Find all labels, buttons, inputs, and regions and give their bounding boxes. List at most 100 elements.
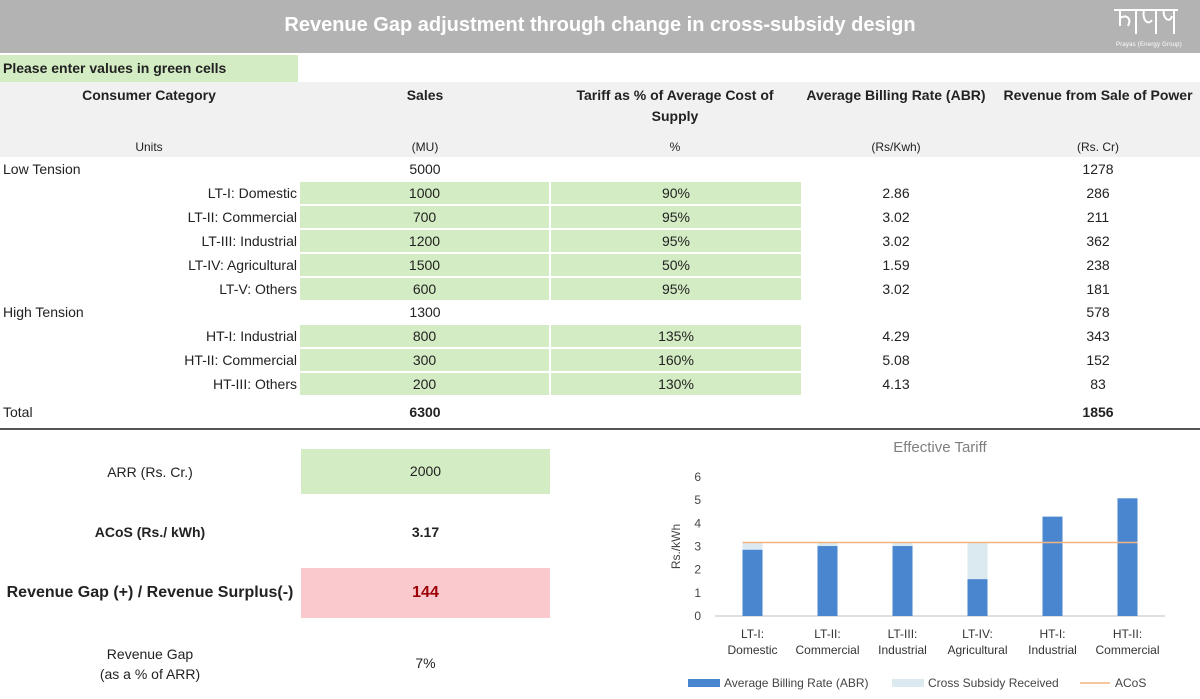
abr-value: 5.08 <box>882 352 910 368</box>
revenue-value: 83 <box>1090 376 1106 392</box>
x-tick-label-line1: LT-II: <box>814 627 840 641</box>
legend-label-cross-subsidy: Cross Subsidy Received <box>928 676 1059 690</box>
chart-title: Effective Tariff <box>893 439 987 456</box>
tariff-input[interactable]: 130% <box>551 373 801 395</box>
tariff-input[interactable]: 95% <box>551 230 801 252</box>
revenue-value: 343 <box>1086 328 1110 344</box>
group-high-tension-sales: 1300 <box>409 304 441 320</box>
abr-value: 3.02 <box>882 209 910 225</box>
x-tick-label-line1: HT-I: <box>1040 627 1066 641</box>
x-tick-label-line1: LT-IV: <box>962 627 993 641</box>
abr-value: 2.86 <box>882 185 910 201</box>
abr-value: 3.02 <box>882 281 910 297</box>
x-tick-label-line2: Industrial <box>878 643 927 657</box>
tariff-input[interactable]: 95% <box>551 278 801 300</box>
acos-label: ACoS (Rs./ kWh) <box>94 524 206 540</box>
row-name: LT-II: Commercial <box>187 209 297 225</box>
y-tick-label: 4 <box>694 516 701 530</box>
x-tick-label-line2: Agricultural <box>947 643 1007 657</box>
acos-value: 3.17 <box>411 524 440 540</box>
group-high-tension-label: High Tension <box>3 304 84 320</box>
y-tick-label: 3 <box>694 540 701 554</box>
sales-input[interactable]: 600 <box>300 278 549 300</box>
input-instruction-note: Please enter values in green cells <box>0 55 298 82</box>
x-tick-label-line2: Commercial <box>1095 643 1159 657</box>
y-tick-label: 0 <box>694 609 701 623</box>
group-low-tension-revenue: 1278 <box>1082 161 1114 177</box>
abr-bar <box>1117 498 1138 616</box>
row-name: HT-I: Industrial <box>205 328 297 344</box>
y-tick-label: 6 <box>694 470 701 484</box>
header-consumer-category: Consumer Category <box>82 87 216 103</box>
sales-input[interactable]: 300 <box>300 349 549 371</box>
unit-revenue: (Rs. Cr) <box>1077 140 1119 154</box>
cross-subsidy-bar <box>967 542 988 580</box>
tariff-input[interactable]: 160% <box>551 349 801 371</box>
row-name: LT-I: Domestic <box>207 185 297 201</box>
row-name: HT-II: Commercial <box>184 352 297 368</box>
unit-tariff: % <box>669 140 681 154</box>
total-revenue: 1856 <box>1082 404 1114 420</box>
tariff-input[interactable]: 95% <box>551 206 801 228</box>
abr-bar <box>817 546 838 616</box>
abr-bar <box>742 549 763 616</box>
sales-input[interactable]: 1200 <box>300 230 549 252</box>
revenue-value: 362 <box>1086 233 1110 249</box>
revenue-value: 286 <box>1086 185 1110 201</box>
row-name: LT-III: Industrial <box>201 233 297 249</box>
x-tick-label-line2: Commercial <box>795 643 859 657</box>
legend-label-abr: Average Billing Rate (ABR) <box>724 676 869 690</box>
header-sales: Sales <box>406 87 444 103</box>
y-tick-label: 1 <box>694 586 701 600</box>
row-name: LT-IV: Agricultural <box>188 257 297 273</box>
abr-value: 1.59 <box>882 257 910 273</box>
sales-input[interactable]: 200 <box>300 373 549 395</box>
x-tick-label-line2: Domestic <box>727 643 777 657</box>
group-low-tension-sales: 5000 <box>409 161 441 177</box>
sales-input[interactable]: 1500 <box>300 254 549 276</box>
sales-input[interactable]: 700 <box>300 206 549 228</box>
unit-sales: (MU) <box>411 140 439 154</box>
x-tick-label-line1: HT-II: <box>1113 627 1142 641</box>
logo-subtext: Prayas (Energy Group) <box>1116 42 1182 48</box>
tariff-input[interactable]: 135% <box>551 325 801 347</box>
x-tick-label-line1: LT-III: <box>888 627 918 641</box>
abr-bar <box>967 579 988 616</box>
legend-swatch-cross-subsidy <box>892 679 924 687</box>
revenue-gap-percent-label: Revenue Gap (as a % of ARR) <box>0 644 300 684</box>
group-low-tension-label: Low Tension <box>3 161 81 177</box>
logo-script-icon <box>1114 9 1178 34</box>
revenue-value: 152 <box>1086 352 1110 368</box>
abr-bar <box>892 546 913 616</box>
revenue-gap-value: 144 <box>301 568 550 618</box>
header-revenue: Revenue from Sale of Power <box>1003 87 1193 103</box>
prayas-logo: Prayas (Energy Group) <box>1112 4 1192 50</box>
page-title: Revenue Gap adjustment through change in… <box>284 14 916 36</box>
revenue-value: 181 <box>1086 281 1110 297</box>
arr-input[interactable]: 2000 <box>301 449 550 494</box>
abr-bar <box>1042 516 1063 616</box>
total-sales: 6300 <box>409 404 441 420</box>
cross-subsidy-bar <box>742 542 763 550</box>
abr-value: 3.02 <box>882 233 910 249</box>
header-abr: Average Billing Rate (ABR) <box>806 87 986 103</box>
y-axis-label: Rs./kWh <box>669 524 683 569</box>
sales-input[interactable]: 1000 <box>300 182 549 204</box>
cross-subsidy-bar <box>817 542 838 547</box>
revenue-gap-label: Revenue Gap (+) / Revenue Surplus(-) <box>6 584 294 601</box>
abr-value: 4.13 <box>882 376 910 392</box>
legend-label-acos: ACoS <box>1115 676 1146 690</box>
x-tick-label-line1: LT-I: <box>741 627 764 641</box>
row-name: LT-V: Others <box>219 281 297 297</box>
section-divider <box>0 428 1200 430</box>
revenue-gap-percent-label-line2: (as a % of ARR) <box>99 666 201 682</box>
arr-label: ARR (Rs. Cr.) <box>107 464 193 480</box>
effective-tariff-chart: Effective Tariff 0 1 2 3 4 5 6 Rs./kWh LT-I: Domes… <box>669 439 1165 690</box>
unit-abr: (Rs/Kwh) <box>871 140 921 154</box>
sales-input[interactable]: 800 <box>300 325 549 347</box>
tariff-input[interactable]: 50% <box>551 254 801 276</box>
tariff-input[interactable]: 90% <box>551 182 801 204</box>
table-header-band <box>0 82 1200 157</box>
revenue-value: 211 <box>1086 209 1110 225</box>
total-label: Total <box>3 404 33 420</box>
